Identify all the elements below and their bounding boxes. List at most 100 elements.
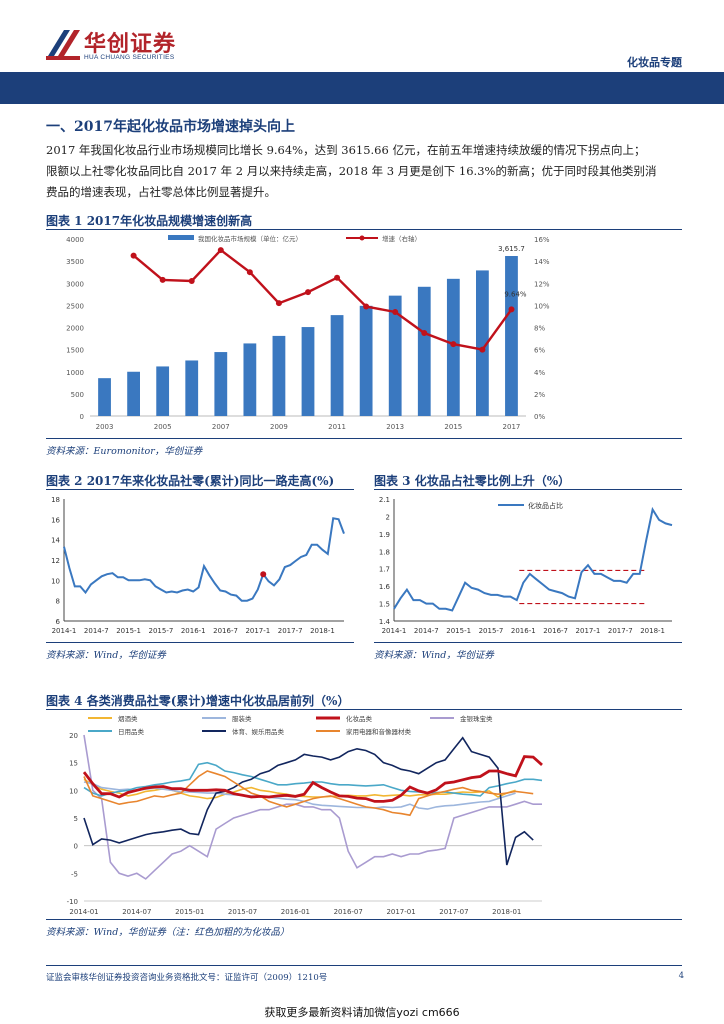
bar [127,371,140,416]
x-tick-label: 2016-7 [213,627,238,635]
logo-mark-icon [46,30,80,60]
x-tick-label: 2015-1 [116,627,141,635]
growth-point [305,289,311,296]
x-tick-label: 2009 [270,423,288,431]
figure-4-chart: -10 -5 0 5 10 15 20 2014-01 2014-07 2015-01 2015-0… [67,714,543,916]
y-right-tick-label: 4% [534,369,545,377]
y-tick-label: 2 [386,513,390,521]
series-line [83,736,534,866]
figure-4-source: 资料来源：Wind，华创证券（注：红色加粗的为化妆品） [46,927,290,938]
bar-data-label: 3,615.7 [498,245,525,253]
y-left-tick-label: 3500 [66,258,84,266]
x-tick-label: 2017-7 [278,627,303,635]
y-tick-label: 18 [51,496,60,504]
bar [388,295,402,416]
bar [505,256,518,416]
x-tick-label: 2018-1 [640,627,665,635]
figure-1-title: 图表 1 2017年化妆品规模增速创新高 [46,214,253,228]
y-right-tick-label: 10% [534,302,550,310]
legend-label: 烟酒类 [118,714,138,723]
y-tick-label: 12 [51,557,60,565]
growth-point [334,274,341,281]
growth-point [130,252,137,259]
legend-label: 金银珠宝类 [460,714,493,723]
bar [446,278,460,416]
x-tick-label: 2003 [96,423,114,431]
y-tick-label: 5 [74,815,78,823]
legend-label: 家用电器和音像器材类 [346,727,412,736]
x-tick-label: 2017-1 [245,627,270,635]
legend-bar-swatch [168,235,194,240]
x-tick-label: 2017-7 [608,627,633,635]
growth-point [508,306,515,313]
bar [98,378,111,416]
figure-1-chart: 0 500 1000 1500 2000 2500 3000 3500 4000 0% 2% 4% 6%… [66,234,550,431]
growth-line [132,248,513,351]
growth-point [217,247,224,254]
y-tick-label: 10 [51,577,60,585]
figure-3-chart: 1.4 1.5 1.6 1.7 1.8 1.9 2 2.1 2014-1 2014-7 2015-1… [379,496,673,635]
x-tick-label: 2017-1 [576,627,601,635]
company-name-en: HUA CHUANG SECURITIES [84,54,175,61]
bar [185,360,199,416]
y-right-tick-label: 12% [534,280,550,288]
x-tick-label: 2014-1 [52,627,77,635]
y-left-tick-label: 2500 [66,302,84,310]
figure-2-bottom-rule [46,642,354,643]
y-tick-label: 15 [69,760,78,768]
y-left-tick-label: 3000 [66,280,84,288]
paragraph-line: 限额以上社零化妆品同比自 2017 年 2 月以来持续走高，2018 年 3 月… [46,164,657,178]
x-tick-label: 2016-1 [181,627,206,635]
line-data-label: 9.64% [504,290,527,298]
bar [243,343,257,416]
growth-point [479,346,486,353]
y-tick-label: 1.9 [379,531,390,539]
growth-point [450,341,457,348]
company-name-cn: 华创证券 [84,32,177,57]
header-bar [0,72,724,104]
y-right-tick-label: 14% [534,258,550,266]
x-tick-label: 2014-1 [382,627,407,635]
paragraph-line: 2017 年我国化妆品行业市场规模同比增长 9.64%，达到 3615.66 亿… [46,143,646,157]
y-right-tick-label: 8% [534,325,545,333]
growth-point [421,330,428,337]
x-tick-label: 2005 [154,423,172,431]
bar [301,327,315,416]
growth-point [246,269,253,276]
x-tick-label: 2016-7 [543,627,568,635]
x-tick-label: 2017-07 [439,908,468,916]
x-tick-label: 2017 [503,423,521,431]
y-tick-label: 2.1 [379,496,390,504]
y-left-tick-label: 1000 [66,369,84,377]
bar [214,352,228,416]
x-tick-label: 2015-07 [228,908,257,916]
y-right-tick-label: 2% [534,391,545,399]
growth-point [392,309,399,316]
figure-2-chart: 6 8 10 12 14 16 18 2014-1 2014-7 2015-1 2015-7 2016… [51,496,345,635]
x-tick-label: 2015-01 [175,908,204,916]
bar [359,305,373,416]
y-right-tick-label: 6% [534,347,545,355]
x-tick-label: 2018-01 [492,908,521,916]
paragraph: 2017 年我国化妆品行业市场规模同比增长 9.64%，达到 3615.66 亿… [46,140,686,203]
figure-1-bottom-rule [46,438,682,439]
series-line [393,506,673,612]
y-tick-label: 0 [74,843,78,851]
company-logo: 华创证券 HUA CHUANG SECURITIES [46,24,196,68]
x-tick-label: 2016-07 [334,908,363,916]
section-title: 一、2017年起化妆品市场增速掉头向上 [46,119,295,135]
y-left-tick-label: 4000 [66,236,84,244]
figure-4-bottom-rule [46,919,682,920]
legend-label: 服装类 [232,714,252,723]
legend-bar-label: 我国化妆品市场规模（单位：亿元） [198,234,302,243]
y-tick-label: 10 [69,787,78,795]
legend-label: 化妆品占比 [528,501,563,510]
x-tick-label: 2015-7 [149,627,174,635]
x-tick-label: 2007 [212,423,230,431]
page-number: 4 [678,971,684,981]
y-tick-label: 1.5 [379,601,390,609]
bar [330,315,344,416]
y-tick-label: 20 [69,732,78,740]
figure-3-title: 图表 3 化妆品占社零比例上升（%） [374,474,571,488]
x-tick-label: 2014-7 [414,627,439,635]
